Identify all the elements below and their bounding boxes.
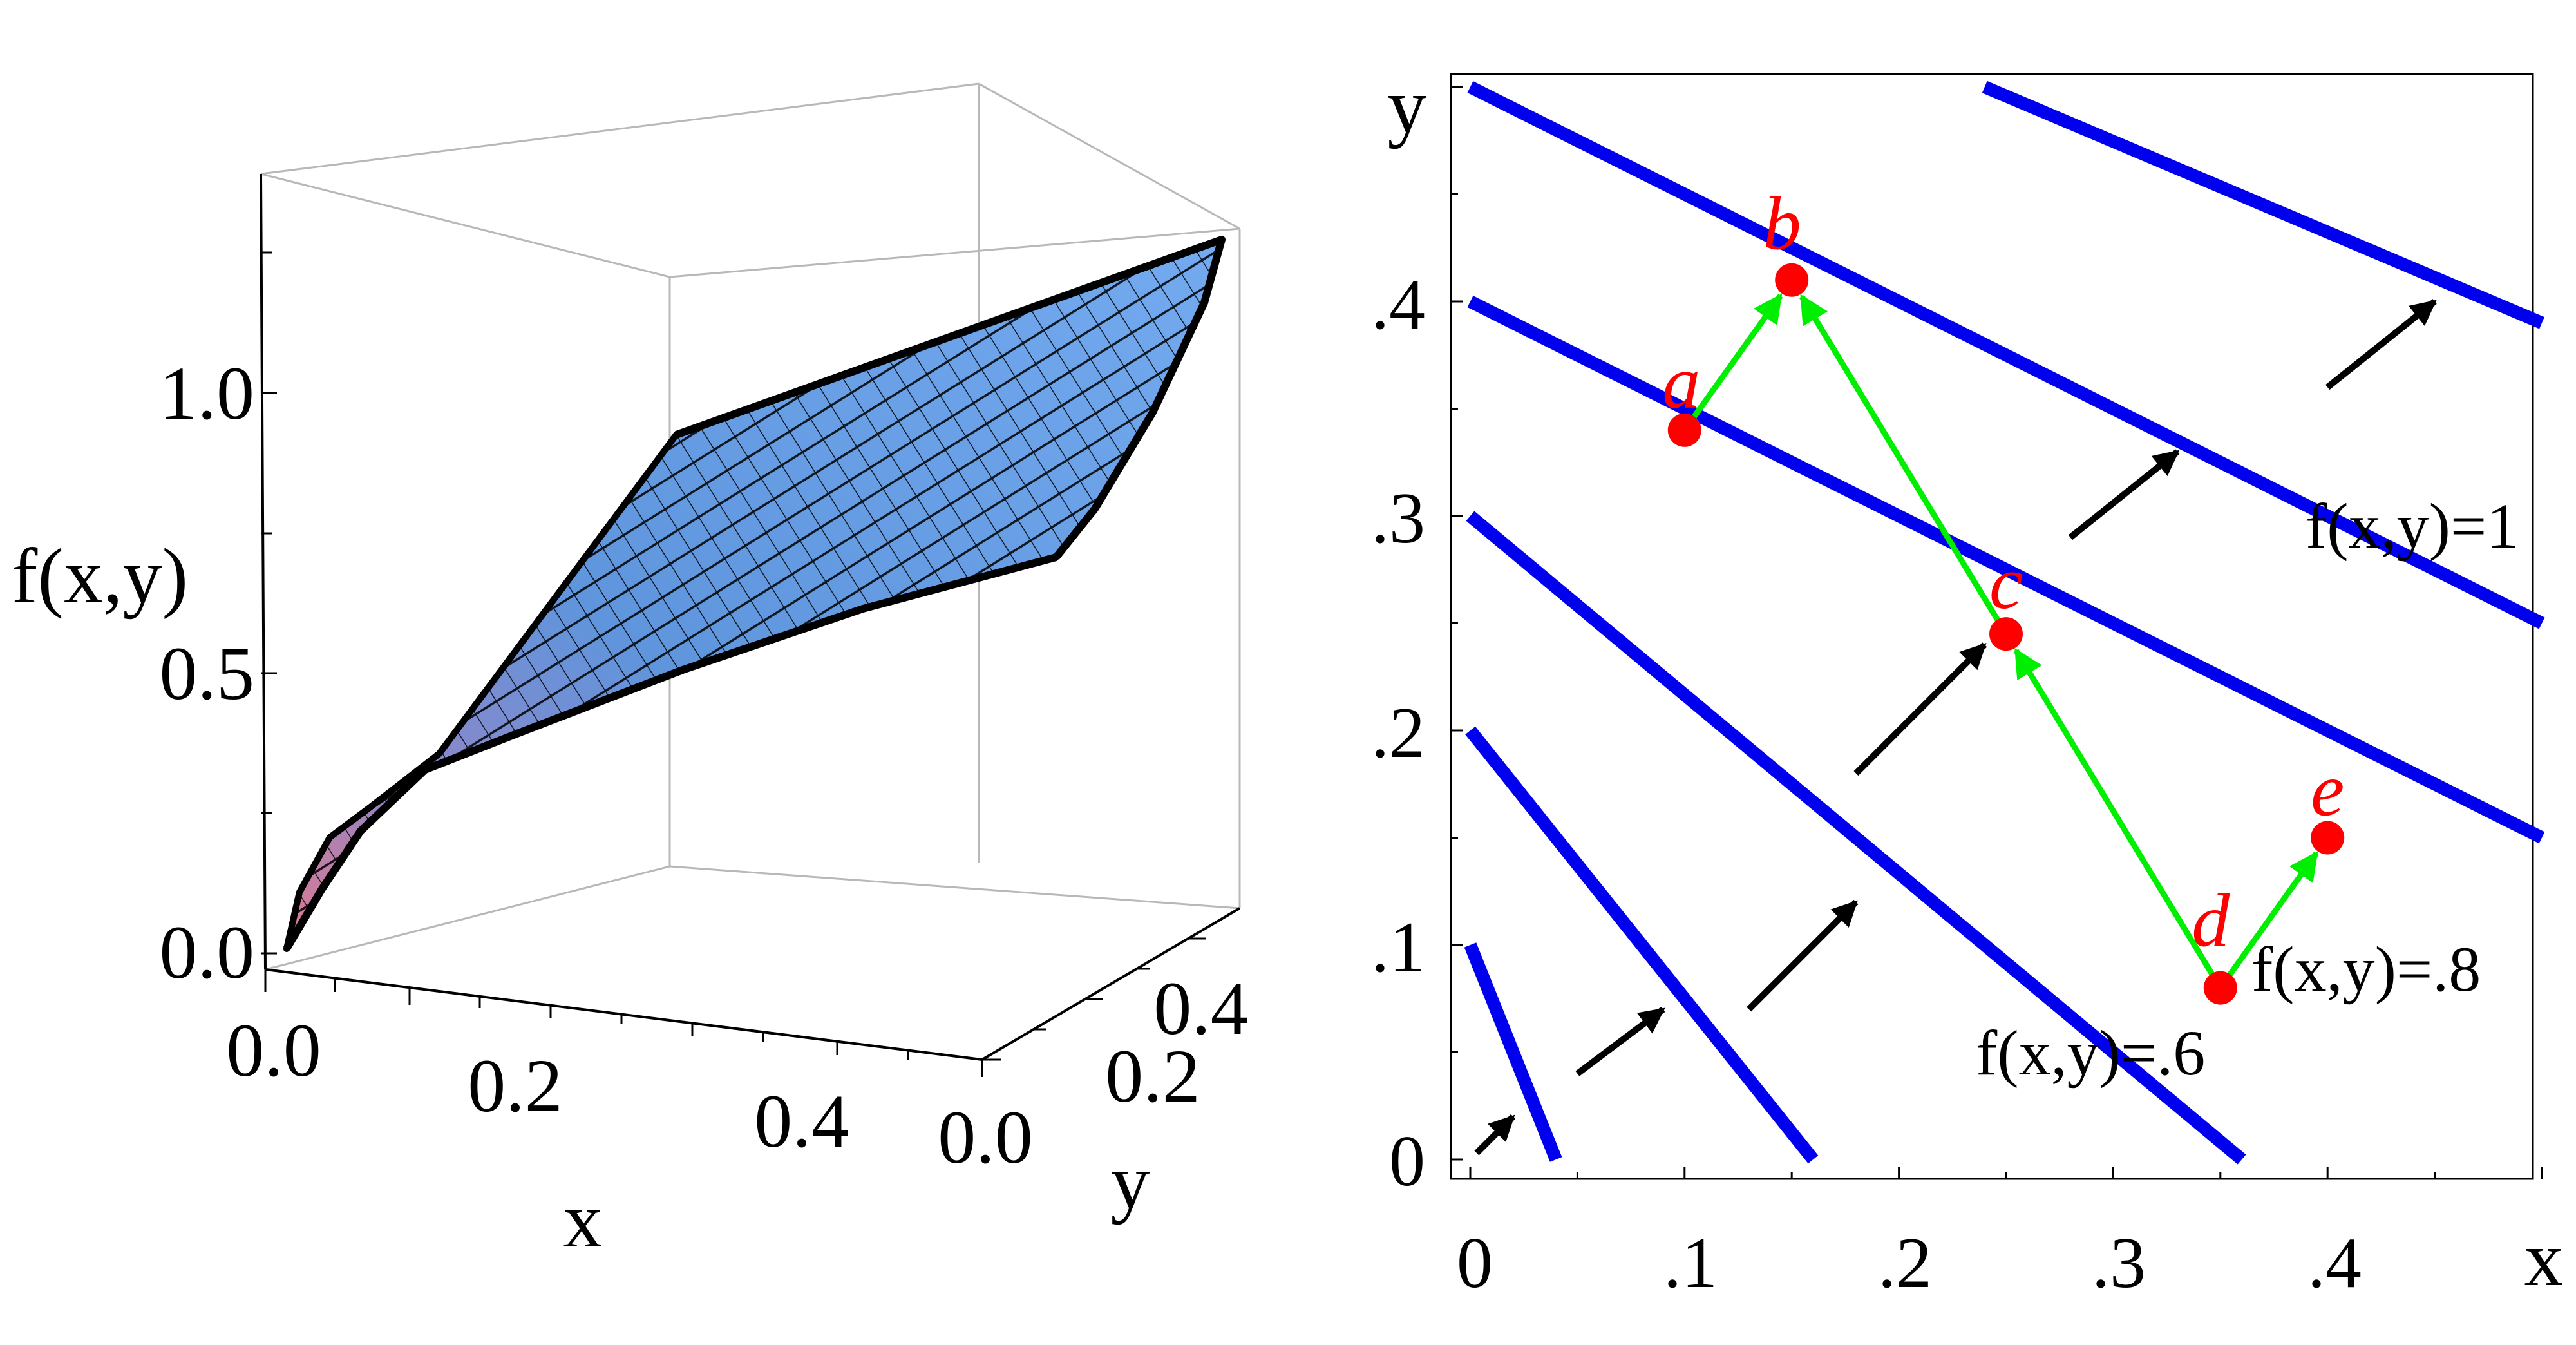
path-arrow-d-c [2013, 647, 2217, 980]
x-tick-label: .4 [2307, 1223, 2362, 1303]
path-arrow-c-b [1799, 294, 2003, 626]
point-label-b: b [1763, 182, 1801, 266]
z-axis-title: f(x,y) [12, 533, 188, 620]
x-axis-title: x [564, 1177, 603, 1264]
surface-mesh [287, 240, 1222, 949]
contour-line-0 [1466, 511, 2246, 1165]
contour-tick-marks [1451, 86, 2543, 1179]
y-axis-title: y [1111, 1138, 1150, 1225]
x-tick-label: .3 [2092, 1223, 2146, 1303]
contour-label: f(x,y)=1 [2306, 490, 2519, 562]
point-c [1989, 617, 2023, 651]
y-tick-label: .4 [1371, 265, 1425, 345]
point-d [2203, 971, 2237, 1005]
contour-label: f(x,y)=.6 [1976, 1017, 2205, 1089]
x-tick-label: 0.2 [468, 1044, 563, 1128]
surface-patch [283, 236, 1226, 952]
contour-plot: ab c de 0 .1 .2 .3 .4 0 .1 .2 .3 .4 x y f(… [1371, 62, 2564, 1303]
contour-line-5 [1982, 81, 2544, 329]
contour-lines [1464, 81, 2545, 1165]
point-label-a: a [1662, 340, 1700, 424]
gradient-arrow [1853, 642, 1987, 776]
point-label-e: e [2311, 748, 2344, 832]
x-tick-label: 0.4 [754, 1079, 849, 1163]
y-tick-label: .2 [1371, 693, 1425, 773]
z-tick-label: 0.0 [160, 910, 255, 995]
point-e [2311, 821, 2345, 855]
gradient-arrow [2325, 299, 2437, 390]
gradient-arrow [1474, 1114, 1516, 1156]
point-label-d: d [2192, 879, 2230, 963]
surface-axes [260, 173, 1241, 1061]
surface-plot: 0.0 0.5 1.0 0.0 0.2 0.4 0.0 0.2 0.4 f(x,… [12, 82, 1249, 1264]
contour-frame [1450, 73, 2534, 1180]
gradient-arrows [1474, 299, 2437, 1156]
contour-line-4 [1464, 942, 1562, 1162]
x-tick-label: .2 [1878, 1223, 1932, 1303]
y-tick-label: .3 [1371, 479, 1425, 558]
contour-line-1 [1467, 296, 2545, 844]
surface-ridge [674, 236, 1226, 560]
point-label-c: c [1989, 540, 2023, 625]
y-tick-label: .1 [1371, 908, 1425, 987]
y-axis-title: y [1388, 62, 1427, 149]
gradient-arrow [1575, 1006, 1665, 1076]
surface-front-edge [283, 553, 1057, 951]
x-tick-label: 0.0 [226, 1008, 321, 1092]
point-a [1667, 413, 1701, 447]
x-axis-title: x [2524, 1216, 2564, 1302]
gradient-arrow [2068, 449, 2180, 540]
path-arrow-d-e [2224, 851, 2319, 980]
path-arrow-a-b [1689, 293, 1783, 423]
point-b [1775, 263, 1809, 297]
surface-tick-marks [261, 251, 1206, 1077]
y-tick-label: 0.0 [938, 1095, 1033, 1179]
y-tick-label: 0.4 [1153, 966, 1249, 1051]
x-tick-label: .1 [1663, 1223, 1718, 1303]
z-tick-label: 0.5 [160, 631, 255, 716]
y-tick-label: 0 [1389, 1121, 1425, 1201]
surface-side-edge [283, 433, 679, 950]
path-arrows [1689, 293, 2319, 980]
contour-label: f(x,y)=.8 [2251, 933, 2481, 1005]
z-tick-label: 1.0 [160, 351, 255, 435]
x-tick-label: 0 [1457, 1223, 1493, 1303]
contour-line-3 [1465, 726, 1819, 1164]
y-tick-label: 0.2 [1105, 1034, 1200, 1118]
gradient-arrow [1747, 899, 1859, 1012]
contour-line-2 [1467, 81, 2545, 629]
points: ab c de [1662, 182, 2344, 1005]
